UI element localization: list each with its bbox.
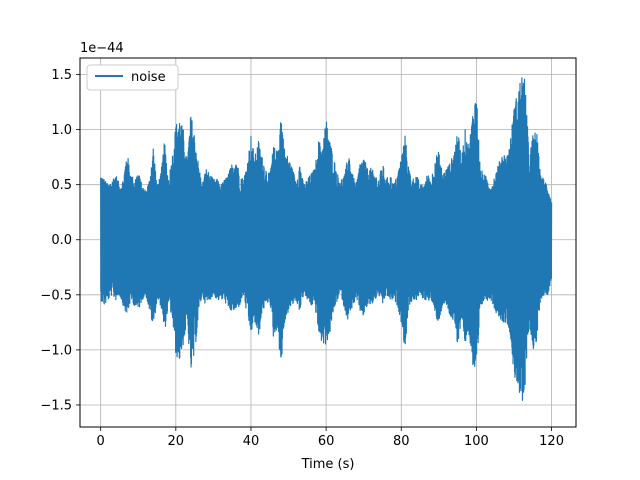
- y-offset-label: 1e−44: [80, 41, 124, 56]
- x-tick-label: 100: [464, 434, 489, 449]
- legend: noise: [86, 64, 179, 91]
- x-tick-label: 40: [243, 434, 260, 449]
- y-tick-label: 1.5: [51, 68, 72, 83]
- x-tick-label: 20: [168, 434, 185, 449]
- legend-label-noise: noise: [131, 70, 166, 85]
- x-tick-label: 80: [393, 434, 410, 449]
- y-tick-label: −0.5: [40, 288, 72, 303]
- y-tick-label: 0.5: [51, 178, 72, 193]
- x-tick-label: 60: [318, 434, 335, 449]
- x-axis-ticks: 0 20 40 60 80 100 120: [97, 427, 564, 449]
- plot-frame: [79, 57, 577, 428]
- y-tick-label: −1.0: [40, 343, 72, 358]
- x-tick-label: 0: [97, 434, 105, 449]
- x-axis-label: Time (s): [301, 457, 355, 472]
- y-axis-ticks: −1.5 −1.0 −0.5 0.0 0.5 1.0 1.5: [40, 68, 80, 413]
- y-tick-label: 0.0: [51, 233, 72, 248]
- series-noise-line: [100, 77, 553, 401]
- y-tick-label: −1.5: [40, 398, 72, 413]
- y-tick-label: 1.0: [51, 123, 72, 138]
- legend-box: [86, 64, 179, 91]
- series-noise-path: [100, 77, 553, 401]
- x-tick-label: 120: [539, 434, 564, 449]
